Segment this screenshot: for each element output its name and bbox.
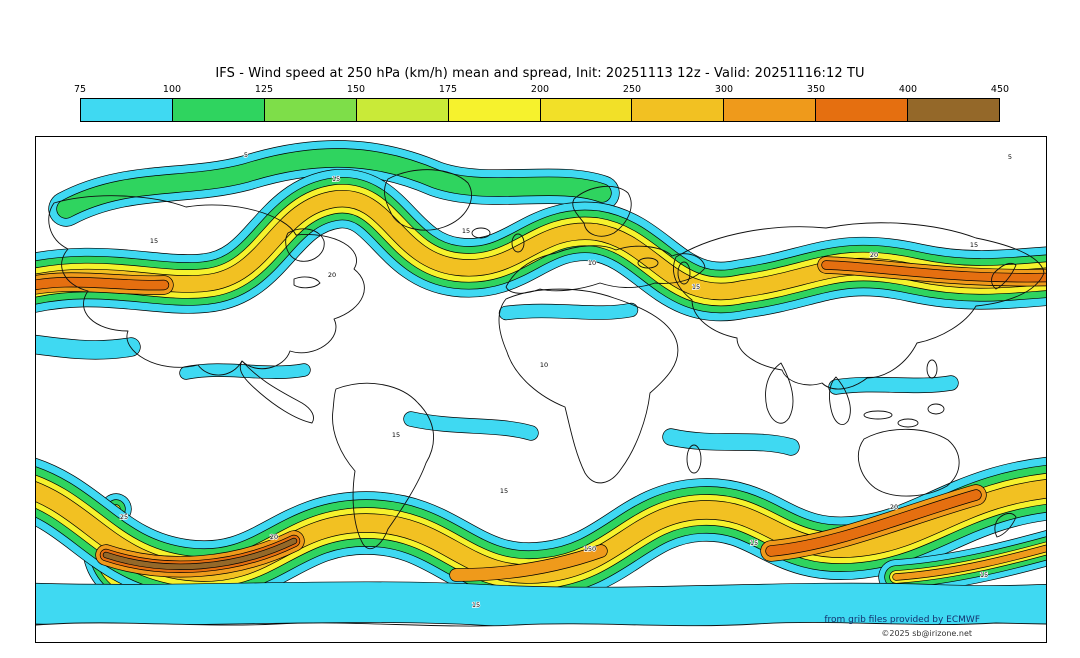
contour-label: 15 bbox=[472, 601, 480, 609]
contour-label: 15 bbox=[392, 431, 400, 439]
contour-label: 20 bbox=[328, 271, 336, 279]
india bbox=[765, 362, 794, 424]
colorbar-segment bbox=[724, 99, 817, 121]
southeast-asia bbox=[828, 376, 851, 425]
credit-copyright: ©2025 sb@irizone.net bbox=[881, 629, 972, 638]
colorbar-tick-label: 400 bbox=[898, 84, 918, 95]
colorbar-segment bbox=[81, 99, 173, 121]
coastline-greenland bbox=[384, 169, 472, 231]
wind-speed-band bbox=[57, 148, 611, 218]
wind-speed-band bbox=[404, 412, 538, 440]
british-isles bbox=[511, 233, 525, 253]
philippines bbox=[926, 359, 938, 379]
antarctica-coastline bbox=[36, 621, 1046, 627]
wind-speed-band bbox=[180, 364, 310, 379]
wind-speed-band bbox=[663, 429, 799, 455]
contour-label: 10 bbox=[540, 361, 548, 369]
colorbar-tick-label: 125 bbox=[254, 84, 274, 95]
colorbar-tick-label: 175 bbox=[438, 84, 458, 95]
world-map: 5 5 15 15 20 15 10 15 20 15 10 15 25 20 15 150 15 20 15 15 … bbox=[35, 136, 1047, 643]
wind-speed-band bbox=[829, 376, 958, 394]
black-sea bbox=[637, 257, 659, 269]
coastline-asia bbox=[672, 222, 1045, 390]
colorbar-segment bbox=[632, 99, 725, 121]
colorbar bbox=[80, 98, 1000, 122]
indonesia-2 bbox=[897, 418, 919, 428]
colorbar-segment bbox=[356, 99, 449, 121]
contour-label: 15 bbox=[500, 487, 508, 495]
iceland bbox=[471, 227, 491, 239]
contour-label: 15 bbox=[970, 241, 978, 249]
contour-label: 15 bbox=[462, 227, 470, 235]
chart-title: IFS - Wind speed at 250 hPa (km/h) mean … bbox=[215, 66, 865, 81]
great-lakes bbox=[293, 276, 321, 289]
wind-speed-band bbox=[36, 277, 169, 290]
contour-label: 15 bbox=[980, 571, 988, 579]
coastline-europe bbox=[505, 245, 706, 294]
wind-speed-band bbox=[766, 490, 981, 556]
colorbar-tick-label: 250 bbox=[622, 84, 642, 95]
coastline-north-america bbox=[48, 195, 365, 376]
contour-label: 15 bbox=[332, 175, 340, 183]
madagascar bbox=[686, 444, 702, 474]
contour-label: 20 bbox=[870, 251, 878, 259]
wind-speed-map: 5 5 15 15 20 15 10 15 20 15 10 15 25 20 15 150 15 20 15 15 bbox=[36, 140, 1046, 642]
wind-speed-band bbox=[103, 538, 297, 570]
contour-label: 5 bbox=[244, 151, 248, 159]
indonesia-1 bbox=[863, 410, 893, 420]
contour-label: 25 bbox=[120, 513, 128, 521]
colorbar-tick-label: 300 bbox=[714, 84, 734, 95]
colorbar-tick-label: 200 bbox=[530, 84, 550, 95]
colorbar-tick-label: 75 bbox=[73, 84, 87, 95]
contour-label: 150 bbox=[584, 545, 596, 553]
colorbar-segment bbox=[448, 99, 541, 121]
colorbar-segment bbox=[264, 99, 357, 121]
wind-speed-band bbox=[499, 303, 638, 320]
credit-ecmwf: from grib files provided by ECMWF bbox=[824, 615, 980, 625]
new-zealand bbox=[994, 512, 1017, 538]
coastline-africa bbox=[498, 288, 679, 484]
colorbar-segment bbox=[816, 99, 909, 121]
hudson-bay bbox=[285, 228, 325, 262]
contour-label: 5 bbox=[1008, 153, 1012, 161]
wind-speed-bands bbox=[36, 140, 1046, 629]
colorbar-segment bbox=[540, 99, 633, 121]
colorbar-tick-label: 450 bbox=[990, 84, 1010, 95]
contour-label: 10 bbox=[588, 259, 596, 267]
colorbar-segment bbox=[172, 99, 265, 121]
coastline-central-america bbox=[239, 360, 314, 424]
indonesia-3 bbox=[927, 403, 945, 415]
coastlines bbox=[36, 169, 1046, 642]
antarctica-landmass bbox=[36, 622, 1046, 642]
colorbar-ticks: 75 100 125 150 175 200 250 300 350 400 450 bbox=[74, 84, 1009, 96]
japan bbox=[991, 262, 1017, 290]
colorbar-tick-label: 350 bbox=[806, 84, 826, 95]
coastline-south-america bbox=[332, 382, 434, 549]
coastline-australia bbox=[857, 428, 960, 497]
caspian-sea bbox=[677, 261, 691, 285]
contour-label: 20 bbox=[270, 533, 278, 541]
contour-label: 15 bbox=[750, 539, 758, 547]
scandinavia bbox=[572, 185, 632, 237]
colorbar-tick-label: 150 bbox=[346, 84, 366, 95]
colorbar-segment bbox=[908, 99, 1000, 121]
wind-speed-band bbox=[822, 261, 1046, 282]
wind-speed-band bbox=[893, 545, 1046, 580]
contour-label: 20 bbox=[890, 503, 898, 511]
wind-speed-band bbox=[36, 582, 1046, 628]
colorbar-tick-label: 100 bbox=[162, 84, 182, 95]
wind-speed-band bbox=[450, 545, 607, 581]
contour-label: 15 bbox=[692, 283, 700, 291]
wind-speed-band bbox=[36, 335, 140, 359]
contour-label: 15 bbox=[150, 237, 158, 245]
